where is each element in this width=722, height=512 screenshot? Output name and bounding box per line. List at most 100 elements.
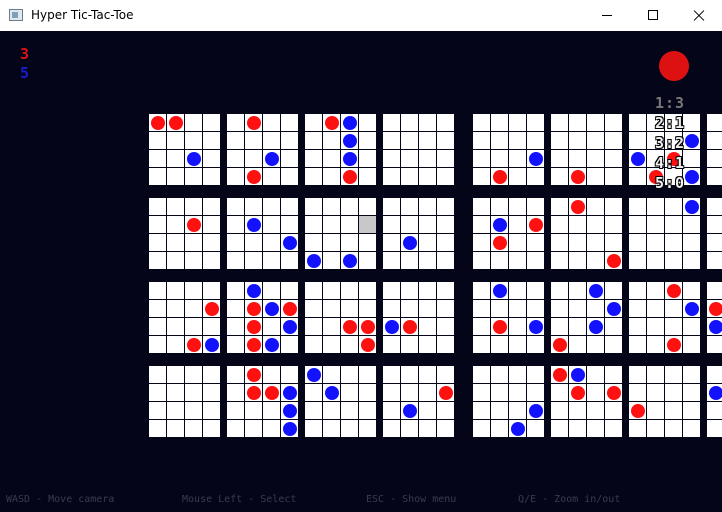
board-cell[interactable]	[551, 198, 568, 215]
board-cell[interactable]	[149, 366, 166, 383]
board-cell[interactable]	[167, 384, 184, 401]
board-cell[interactable]	[203, 114, 220, 131]
board-cell[interactable]	[185, 384, 202, 401]
board-cell[interactable]	[605, 384, 622, 401]
board-cell[interactable]	[491, 234, 508, 251]
maximize-button[interactable]	[630, 0, 676, 31]
board-cell[interactable]	[491, 216, 508, 233]
board-cell[interactable]	[401, 252, 418, 269]
board-cell[interactable]	[185, 168, 202, 185]
board-cell[interactable]	[185, 366, 202, 383]
board-cell[interactable]	[473, 168, 490, 185]
board-cell[interactable]	[587, 300, 604, 317]
board-cell[interactable]	[509, 168, 526, 185]
board-cell[interactable]	[569, 336, 586, 353]
board-cell[interactable]	[629, 234, 646, 251]
board-cell[interactable]	[587, 402, 604, 419]
board-cell[interactable]	[605, 282, 622, 299]
board-cell[interactable]	[491, 318, 508, 335]
board-cell[interactable]	[491, 198, 508, 215]
board-cell[interactable]	[401, 234, 418, 251]
board-cell[interactable]	[707, 318, 722, 335]
board-cell[interactable]	[203, 318, 220, 335]
board-cell[interactable]	[569, 216, 586, 233]
board-cell[interactable]	[323, 234, 340, 251]
board-cell[interactable]	[167, 168, 184, 185]
board-cell[interactable]	[605, 198, 622, 215]
board-cell[interactable]	[203, 384, 220, 401]
board-cell[interactable]	[509, 318, 526, 335]
board-cell[interactable]	[647, 252, 664, 269]
board-cell[interactable]	[569, 114, 586, 131]
board-cell[interactable]	[203, 252, 220, 269]
board-cell[interactable]	[227, 216, 244, 233]
board-cell[interactable]	[359, 132, 376, 149]
board-cell[interactable]	[665, 318, 682, 335]
board-cell[interactable]	[473, 132, 490, 149]
board-cell[interactable]	[245, 132, 262, 149]
board-cell[interactable]	[227, 318, 244, 335]
board-cell[interactable]	[473, 150, 490, 167]
board-cell[interactable]	[437, 282, 454, 299]
board-cell[interactable]	[401, 168, 418, 185]
board-cell[interactable]	[305, 168, 322, 185]
board-cell[interactable]	[707, 420, 722, 437]
board-cell[interactable]	[305, 216, 322, 233]
board-cell[interactable]	[587, 384, 604, 401]
board-cell[interactable]	[383, 252, 400, 269]
board-cell[interactable]	[185, 198, 202, 215]
board-cell[interactable]	[551, 234, 568, 251]
board-cell[interactable]	[341, 252, 358, 269]
board-cell[interactable]	[509, 132, 526, 149]
board-cell[interactable]	[437, 366, 454, 383]
board-cell[interactable]	[203, 168, 220, 185]
board-cell[interactable]	[569, 282, 586, 299]
board-cell[interactable]	[245, 198, 262, 215]
board-cell[interactable]	[491, 132, 508, 149]
board-cell[interactable]	[383, 168, 400, 185]
minimize-button[interactable]	[584, 0, 630, 31]
board-cell[interactable]	[149, 384, 166, 401]
board-cell[interactable]	[323, 402, 340, 419]
option-item[interactable]: 3:2	[655, 134, 686, 152]
board-cell[interactable]	[629, 114, 646, 131]
board-cell[interactable]	[203, 366, 220, 383]
board-cell[interactable]	[305, 384, 322, 401]
board-cell[interactable]	[227, 300, 244, 317]
board-cell[interactable]	[305, 366, 322, 383]
board-cell[interactable]	[647, 366, 664, 383]
board-cell[interactable]	[509, 384, 526, 401]
board-cell[interactable]	[401, 114, 418, 131]
board-cell[interactable]	[491, 420, 508, 437]
board-cell[interactable]	[401, 366, 418, 383]
board-cell[interactable]	[227, 420, 244, 437]
board-cell[interactable]	[473, 234, 490, 251]
board-cell[interactable]	[419, 198, 436, 215]
board-cell[interactable]	[665, 252, 682, 269]
board-cell[interactable]	[149, 300, 166, 317]
board-cell[interactable]	[341, 336, 358, 353]
board-cell[interactable]	[185, 336, 202, 353]
board-cell[interactable]	[305, 150, 322, 167]
board-cell[interactable]	[683, 150, 700, 167]
board-cell[interactable]	[587, 366, 604, 383]
board-cell[interactable]	[359, 336, 376, 353]
board-cell[interactable]	[185, 402, 202, 419]
board-cell[interactable]	[491, 150, 508, 167]
board-cell[interactable]	[569, 198, 586, 215]
board-cell[interactable]	[245, 150, 262, 167]
board-cell[interactable]	[323, 132, 340, 149]
board-cell[interactable]	[647, 234, 664, 251]
board-cell[interactable]	[167, 336, 184, 353]
board-cell[interactable]	[323, 336, 340, 353]
board-cell[interactable]	[281, 420, 298, 437]
board-cell[interactable]	[605, 132, 622, 149]
board-cell[interactable]	[527, 300, 544, 317]
board-cell[interactable]	[227, 336, 244, 353]
board-cell[interactable]	[281, 318, 298, 335]
board-cell[interactable]	[473, 282, 490, 299]
board-cell[interactable]	[149, 234, 166, 251]
board-cell[interactable]	[305, 282, 322, 299]
board-cell[interactable]	[281, 114, 298, 131]
board-cell[interactable]	[167, 420, 184, 437]
